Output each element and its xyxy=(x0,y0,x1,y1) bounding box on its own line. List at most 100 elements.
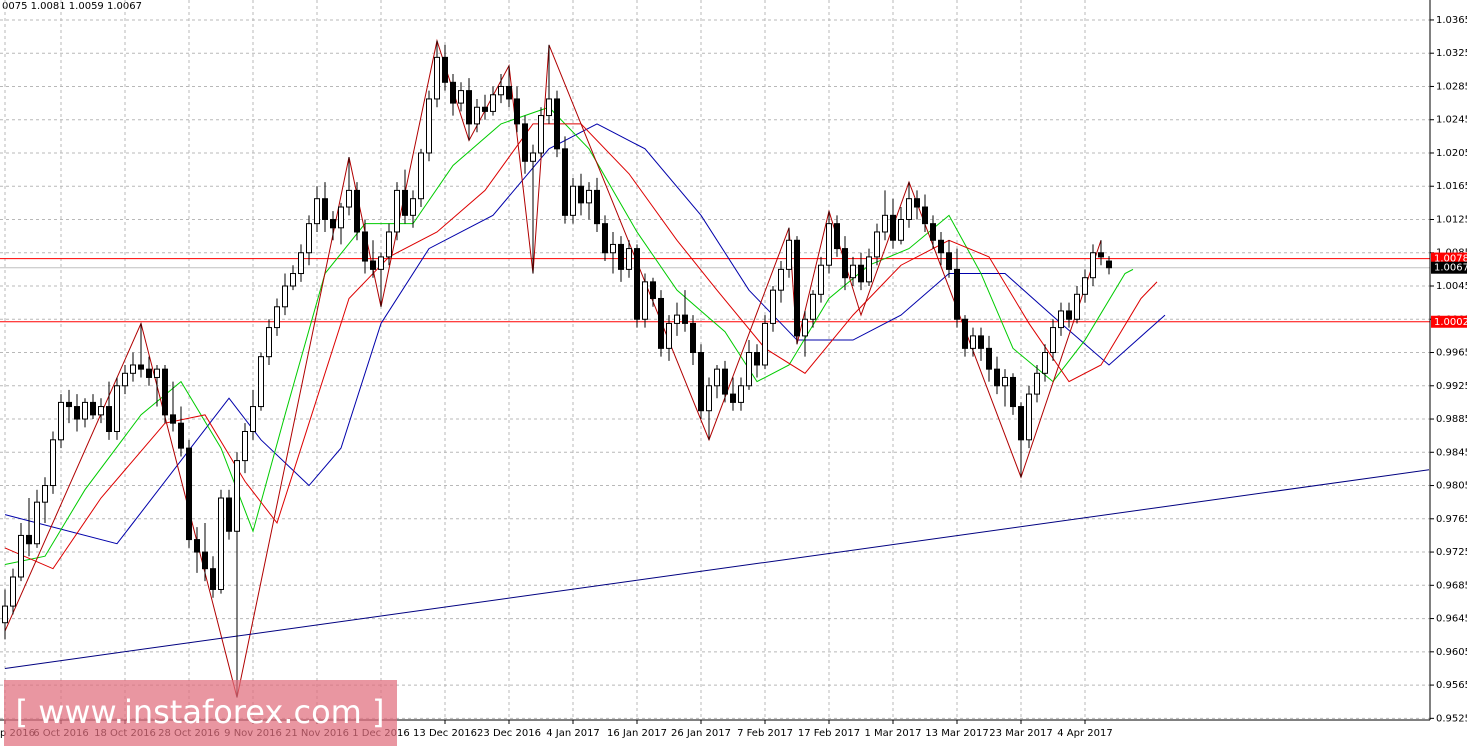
x-tick-label: 16 Jan 2017 xyxy=(607,728,667,739)
candle-body xyxy=(1066,310,1072,320)
x-tick-label: 4 Jan 2017 xyxy=(546,728,600,739)
candle-body xyxy=(10,576,16,607)
candle-body xyxy=(1010,376,1016,408)
candle-body xyxy=(74,406,80,420)
candle-body xyxy=(242,431,248,462)
candle-body xyxy=(250,406,256,433)
candle-body xyxy=(754,352,760,366)
y-tick-label: 0.9765 xyxy=(1436,514,1467,525)
indicator-line xyxy=(4,123,1166,545)
candle-body xyxy=(938,239,944,254)
candle-body xyxy=(818,264,824,295)
candle-body xyxy=(834,223,840,250)
candle-body xyxy=(370,260,376,270)
candle-body xyxy=(1058,310,1064,329)
candle-body xyxy=(906,198,912,220)
candle-body xyxy=(34,501,40,545)
candle-body xyxy=(202,551,208,570)
candle-body xyxy=(1106,260,1112,269)
candle-body xyxy=(946,252,952,270)
candle-body xyxy=(514,98,520,125)
candle-body xyxy=(738,385,744,403)
x-tick-label: 23 Dec 2016 xyxy=(477,728,541,739)
candle-body xyxy=(690,322,696,354)
y-tick-label: 1.0045 xyxy=(1436,281,1467,292)
candle-body xyxy=(578,185,584,204)
price-label-box xyxy=(1431,261,1467,274)
candle-body xyxy=(586,189,592,204)
candle-body xyxy=(562,148,568,216)
candle-body xyxy=(522,123,528,162)
candle-body xyxy=(234,460,240,532)
candle-body xyxy=(602,223,608,254)
candle-body xyxy=(1082,277,1088,295)
candle-body xyxy=(506,85,512,100)
y-tick-label: 0.9645 xyxy=(1436,614,1467,625)
x-tick-label: 4 Apr 2017 xyxy=(1057,728,1112,739)
candle-body xyxy=(178,422,184,449)
candle-body xyxy=(826,223,832,266)
candle-body xyxy=(122,372,128,387)
candle-body xyxy=(402,189,408,216)
candle-body xyxy=(258,356,264,408)
candle-body xyxy=(954,268,960,320)
price-label-box xyxy=(1431,315,1467,328)
candle-body xyxy=(146,368,152,378)
y-tick-label: 1.0125 xyxy=(1436,214,1467,225)
candle-body xyxy=(426,98,432,154)
y-tick-label: 0.9605 xyxy=(1436,647,1467,658)
candle-body xyxy=(42,485,48,503)
candle-body xyxy=(530,152,536,162)
y-tick-label: 0.9845 xyxy=(1436,447,1467,458)
candle-body xyxy=(330,218,336,229)
candle-body xyxy=(810,293,816,320)
candle-body xyxy=(1018,406,1024,441)
candle-body xyxy=(922,206,928,225)
candle-body xyxy=(714,368,720,387)
header-text: 0075 1.0081 1.0059 1.0067 xyxy=(2,1,142,12)
candle-body xyxy=(626,248,632,270)
candle-body xyxy=(722,368,728,395)
candle-body xyxy=(730,393,736,403)
candle-body xyxy=(850,264,856,279)
candle-body xyxy=(986,347,992,370)
indicator-line xyxy=(4,106,1134,566)
candle-body xyxy=(546,98,552,117)
candle-body xyxy=(338,206,344,229)
y-tick-label: 1.0245 xyxy=(1436,115,1467,126)
y-tick-label: 1.0285 xyxy=(1436,81,1467,92)
candle-body xyxy=(682,314,688,324)
candle-body xyxy=(994,368,1000,387)
candle-body xyxy=(218,497,224,590)
candle-body xyxy=(1026,393,1032,441)
candle-body xyxy=(786,239,792,270)
x-tick-label: 1 Mar 2017 xyxy=(864,728,921,739)
candle-body xyxy=(554,98,560,150)
candle-body xyxy=(1034,372,1040,395)
candle-body xyxy=(106,406,112,433)
y-tick-label: 0.9525 xyxy=(1436,713,1467,724)
candle-body xyxy=(26,534,32,545)
indicator-line xyxy=(4,469,1430,669)
candle-body xyxy=(130,364,136,374)
candle-body xyxy=(762,322,768,366)
x-tick-label: 23 Mar 2017 xyxy=(989,728,1052,739)
candle-body xyxy=(538,115,544,154)
candle-body xyxy=(298,252,304,275)
y-tick-label: 1.0365 xyxy=(1436,15,1467,26)
candle-body xyxy=(490,94,496,112)
candle-body xyxy=(770,289,776,324)
candle-body xyxy=(2,605,8,624)
candle-body xyxy=(866,256,872,283)
candle-body xyxy=(410,198,416,216)
price-label: 1.0002 xyxy=(1434,317,1467,328)
candle-body xyxy=(842,248,848,279)
candle-body xyxy=(18,534,24,578)
candle-body xyxy=(498,85,504,96)
candle-body xyxy=(226,497,232,532)
candle-body xyxy=(450,81,456,104)
candle-body xyxy=(706,385,712,412)
candle-body xyxy=(1002,376,1008,387)
plot-area xyxy=(0,0,1430,720)
